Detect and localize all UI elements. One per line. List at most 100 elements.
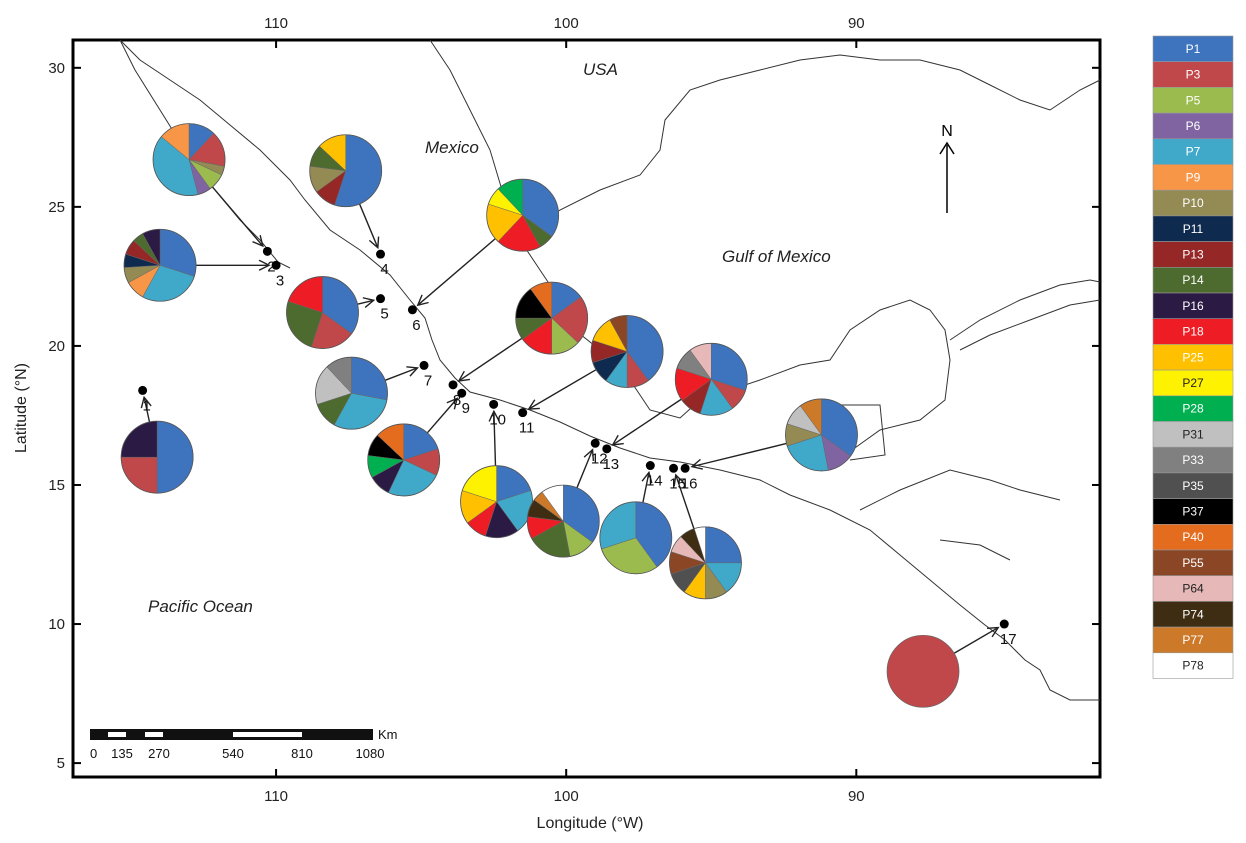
legend-item-P35: P35 <box>1152 472 1234 499</box>
legend-swatch <box>1152 215 1234 242</box>
pie-outline <box>367 423 441 497</box>
legend-swatch <box>1152 189 1234 217</box>
legend-label: P55 <box>1182 556 1204 570</box>
site-label-3: 3 <box>276 272 284 289</box>
legend-swatch <box>1152 601 1234 628</box>
site-dot-17 <box>999 619 1009 629</box>
connector-site-7 <box>384 366 419 381</box>
legend-item-P55: P55 <box>1152 549 1234 577</box>
legend-item-P1: P1 <box>1152 35 1234 63</box>
pie-site-13 <box>674 342 748 416</box>
pie-site-3 <box>123 228 197 302</box>
legend-swatch <box>1152 472 1234 499</box>
connector-site-4 <box>358 203 380 250</box>
legend-item-P25: P25 <box>1152 344 1234 371</box>
map-frame <box>71 38 1102 779</box>
connector-site-3 <box>196 259 271 271</box>
legend-label: P28 <box>1182 402 1204 416</box>
pie-site-9 <box>367 423 441 497</box>
legend-swatch <box>1152 421 1234 448</box>
legend-item-P27: P27 <box>1152 369 1234 397</box>
legend-swatch <box>1152 523 1234 551</box>
connector-arrows <box>140 186 1000 654</box>
y-tick-label: 20 <box>48 338 65 355</box>
pie-outline <box>674 342 748 416</box>
site-dot-2 <box>262 246 272 256</box>
legend-label: P7 <box>1186 145 1201 159</box>
site-label-16: 16 <box>681 475 698 492</box>
gulf-of-mexico-label: Gulf of Mexico <box>722 247 831 266</box>
connector-site-2 <box>211 186 264 248</box>
y-tick-label: 25 <box>48 199 65 216</box>
pie-slice-P3 <box>886 634 960 708</box>
pie-outline <box>526 484 600 558</box>
connector-site-17 <box>953 626 1000 654</box>
legend-swatch <box>1152 61 1234 88</box>
site-label-12: 12 <box>591 450 608 467</box>
legend-label: P18 <box>1182 325 1204 339</box>
y-tick-label: 15 <box>48 477 65 494</box>
legend-label: P5 <box>1186 93 1201 107</box>
pie-outline <box>123 228 197 302</box>
legend-item-P11: P11 <box>1152 215 1234 242</box>
site-dot-16 <box>680 463 690 473</box>
legend-label: P11 <box>1183 222 1204 236</box>
legend-label: P74 <box>1182 607 1204 621</box>
pie-site-15 <box>669 526 742 600</box>
pie-outline <box>785 398 858 472</box>
x-tick-label-top: 110 <box>264 15 288 32</box>
connector-site-1 <box>140 395 152 423</box>
connector-site-9 <box>426 397 459 434</box>
site-label-11: 11 <box>519 420 535 437</box>
legend-swatch <box>1152 652 1234 679</box>
north-arrow-label: N <box>941 123 953 140</box>
legend-label: P1 <box>1186 42 1201 56</box>
pie-slice-P1 <box>351 356 388 401</box>
usa-label: USA <box>583 60 618 79</box>
scale-tick-270: 270 <box>148 746 170 761</box>
pie-outline <box>286 276 359 349</box>
legend-item-P77: P77 <box>1152 626 1234 654</box>
pie-outline <box>515 281 589 355</box>
legend-item-P64: P64 <box>1152 575 1234 602</box>
site-label-2: 2 <box>267 258 275 275</box>
site-dot-5 <box>376 294 386 304</box>
scale-bar-unit: Km <box>378 727 398 742</box>
connector-site-13 <box>611 398 682 446</box>
site-dot-1 <box>138 385 148 395</box>
legend-swatch <box>1152 498 1234 525</box>
legend-label: P77 <box>1182 633 1204 647</box>
legend-item-P16: P16 <box>1152 292 1234 320</box>
connector-site-11 <box>527 369 597 410</box>
pie-site-5 <box>286 276 359 349</box>
legend-item-P13: P13 <box>1152 241 1234 268</box>
pie-site-8 <box>515 281 589 355</box>
legend-label: P31 <box>1182 427 1204 441</box>
scale-tick-810: 810 <box>291 746 313 761</box>
site-dot-15 <box>669 463 679 473</box>
legend-item-P5: P5 <box>1152 87 1234 114</box>
pie-charts <box>120 123 960 708</box>
x-tick-label-bottom: 90 <box>848 788 865 805</box>
pie-slice-P16 <box>120 420 158 458</box>
legend-swatch <box>1152 241 1234 268</box>
connector-site-14 <box>641 470 653 503</box>
legend-swatch <box>1152 112 1234 140</box>
y-axis-title: Latitude (°N) <box>13 363 30 453</box>
site-dot-10 <box>489 399 499 409</box>
legend-swatch <box>1152 87 1234 114</box>
pacific-ocean-label: Pacific Ocean <box>148 597 253 616</box>
scale-bar: Km 0 135 270 540 810 1080 <box>90 727 398 761</box>
site-dot-4 <box>376 249 386 259</box>
y-tick-label: 10 <box>48 616 65 633</box>
pie-slice-P1 <box>156 420 194 494</box>
legend-item-P31: P31 <box>1152 421 1234 448</box>
legend-item-P33: P33 <box>1152 446 1234 474</box>
legend-label: P40 <box>1182 530 1204 544</box>
legend-swatch <box>1152 164 1234 191</box>
connector-site-8 <box>457 337 523 382</box>
site-label-7: 7 <box>424 372 432 389</box>
pie-outline <box>152 123 226 196</box>
legend-label: P37 <box>1182 504 1204 518</box>
